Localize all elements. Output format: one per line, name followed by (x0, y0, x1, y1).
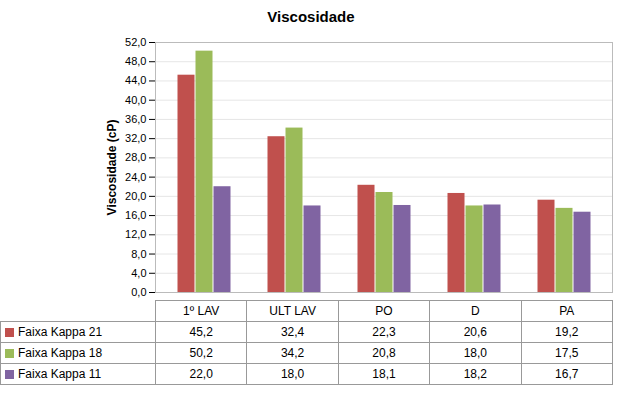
svg-text:28,0: 28,0 (125, 151, 146, 163)
html-text:Faixa Kappa 11: Faixa Kappa 11 (18, 367, 102, 381)
svg-text:48,0: 48,0 (125, 55, 146, 67)
html-text:22,0: 22,0 (189, 367, 213, 381)
html-text:17,5: 17,5 (555, 346, 579, 360)
html-text:ULT LAV: ULT LAV (269, 304, 316, 318)
html-text:D: D (471, 304, 480, 318)
html-text:PO: PO (375, 304, 393, 318)
svg-text:Viscosidade (cP): Viscosidade (cP) (105, 120, 119, 216)
svg-text:44,0: 44,0 (125, 74, 146, 86)
html-text:Faixa Kappa 18: Faixa Kappa 18 (18, 346, 103, 360)
html-text:19,2: 19,2 (555, 325, 579, 339)
html-text:Viscosidade: Viscosidade (267, 8, 355, 25)
html-text:1º LAV: 1º LAV (183, 304, 220, 318)
html-text:50,2: 50,2 (189, 346, 213, 360)
html-text:22,3: 22,3 (372, 325, 396, 339)
svg-text:12,0: 12,0 (125, 228, 146, 240)
svg-text:32,0: 32,0 (125, 132, 146, 144)
svg-text:0,0: 0,0 (131, 286, 146, 298)
svg-text:36,0: 36,0 (125, 113, 146, 125)
html-text:32,4: 32,4 (280, 325, 305, 339)
html-text:18,2: 18,2 (463, 367, 487, 381)
html-text:18,0: 18,0 (463, 346, 487, 360)
html-text:18,1: 18,1 (372, 367, 396, 381)
html-text:18,0: 18,0 (280, 367, 305, 381)
svg-text:24,0: 24,0 (125, 171, 146, 183)
html-text:20,6: 20,6 (463, 325, 487, 339)
svg-text:20,0: 20,0 (125, 190, 146, 202)
html-text:16,7: 16,7 (555, 367, 579, 381)
html-text:34,2: 34,2 (280, 346, 305, 360)
svg-text:8,0: 8,0 (131, 248, 146, 260)
svg-text:16,0: 16,0 (125, 209, 146, 221)
html-text:PA: PA (559, 304, 575, 318)
html-text:Faixa Kappa 21: Faixa Kappa 21 (18, 325, 103, 339)
svg-text:4,0: 4,0 (131, 267, 146, 279)
html-text:45,2: 45,2 (189, 325, 213, 339)
html-text:20,8: 20,8 (372, 346, 396, 360)
svg-text:52,0: 52,0 (125, 36, 146, 48)
svg-text:40,0: 40,0 (125, 94, 146, 106)
